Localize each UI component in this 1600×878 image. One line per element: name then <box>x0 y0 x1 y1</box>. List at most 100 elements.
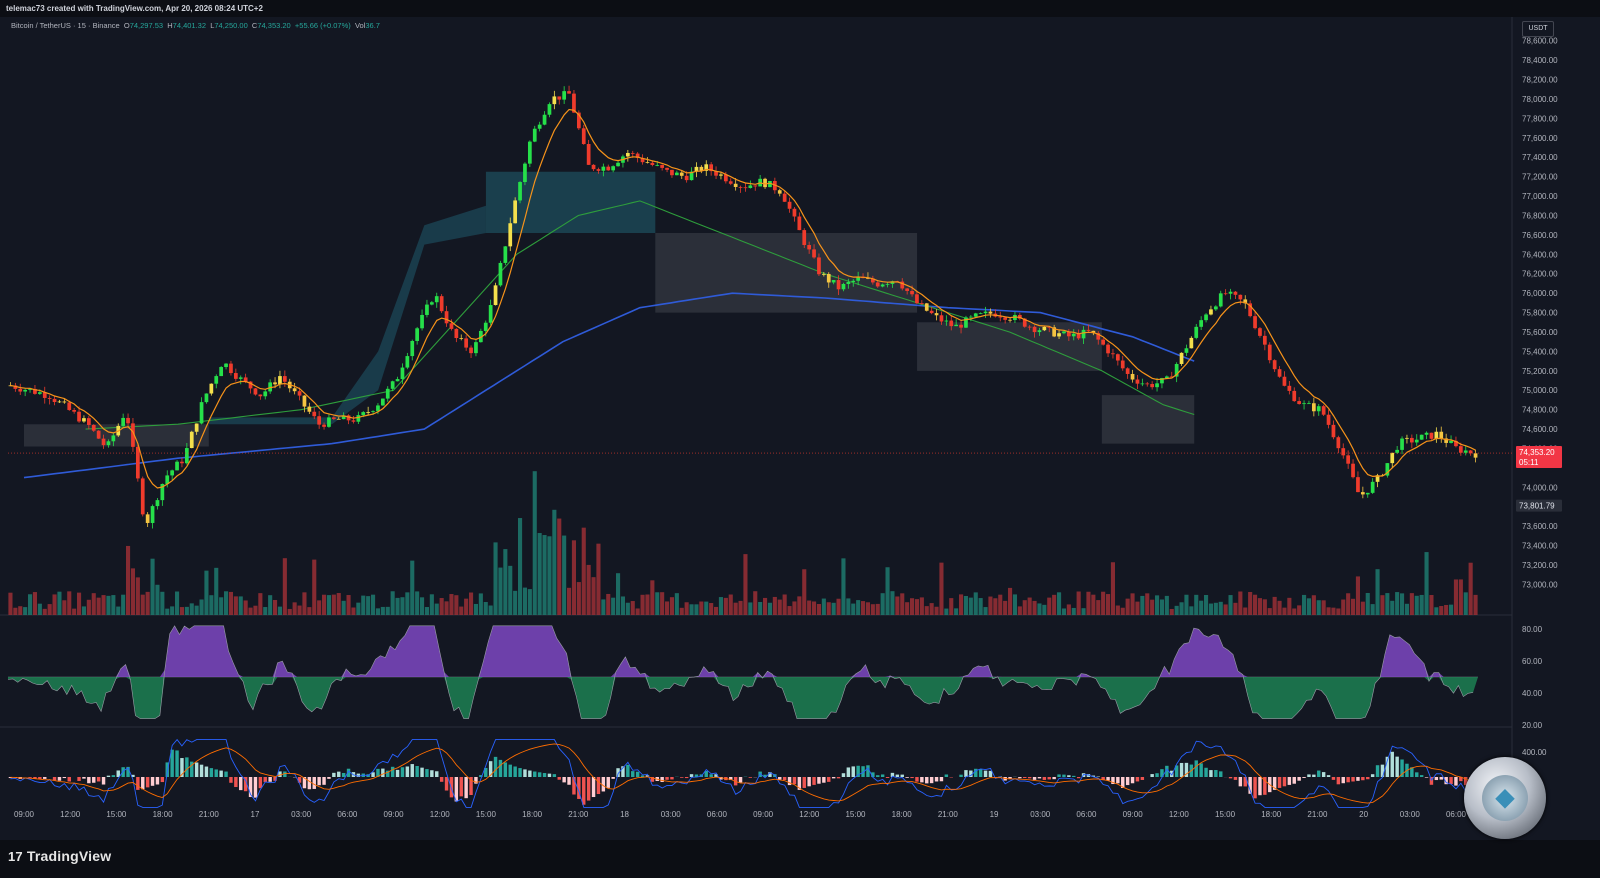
macd-histogram-bar <box>1008 777 1012 779</box>
macd-histogram-bar <box>219 770 223 777</box>
candle <box>1458 442 1463 456</box>
price-tick-label: 74,000.00 <box>1522 483 1558 492</box>
macd-histogram-bar <box>454 777 459 802</box>
candle-body <box>469 347 473 354</box>
candle-body <box>802 230 807 246</box>
legend-close-label: C <box>251 21 258 30</box>
macd-histogram-bar <box>258 777 263 789</box>
volume-bar <box>802 569 807 615</box>
candle-body <box>1463 450 1468 453</box>
candle <box>214 374 219 389</box>
candle-body <box>1022 318 1027 327</box>
candle <box>1155 377 1159 392</box>
candle <box>1463 445 1468 456</box>
candle-body <box>635 153 640 158</box>
candle-body <box>846 282 851 284</box>
volume-bar <box>914 599 919 615</box>
candle <box>885 282 890 288</box>
candle-body <box>1130 373 1135 380</box>
volume-bar <box>841 558 846 615</box>
volume-bar <box>1375 569 1380 615</box>
candle-body <box>821 273 826 275</box>
macd-histogram-bar <box>836 777 841 779</box>
legend-low: 74,250.00 <box>214 21 248 30</box>
time-axis[interactable]: 09:00 12:00 15:00 18:00 21:00 17 03:00 06:00 09:… <box>14 810 1467 819</box>
candle <box>233 368 238 382</box>
macd-histogram-bar <box>601 777 606 792</box>
candle <box>1169 371 1174 378</box>
volume-bar <box>238 596 243 615</box>
time-tick-label: 06:00 <box>337 810 358 819</box>
macd-histogram-bar <box>106 775 111 777</box>
volume-bar <box>1473 594 1478 615</box>
candle <box>694 162 699 178</box>
candles[interactable] <box>8 85 1478 529</box>
candle-body <box>371 411 375 413</box>
volume-bar <box>772 596 777 615</box>
candle-body <box>973 313 978 317</box>
candle-body <box>1458 446 1463 453</box>
candle <box>978 312 983 315</box>
volume-bar <box>606 593 611 615</box>
candle-body <box>282 376 287 382</box>
candle-body <box>126 417 130 424</box>
current-price-badge <box>1516 446 1562 469</box>
volume-bar <box>743 554 748 615</box>
candle-body <box>572 93 576 113</box>
macd-histogram-bar <box>175 750 179 777</box>
time-tick-label: 03:00 <box>1030 810 1051 819</box>
candle <box>282 370 287 387</box>
candle-body <box>351 420 356 422</box>
time-tick-label: 09:00 <box>384 810 405 819</box>
candle-body <box>851 280 856 283</box>
candle <box>135 443 140 482</box>
candle-body <box>297 391 302 396</box>
candle-body <box>1042 326 1047 331</box>
volume-bar <box>1042 604 1047 615</box>
volume-bars <box>8 471 1478 615</box>
volume-bar <box>1101 591 1106 615</box>
macd-histogram-bar <box>880 774 885 777</box>
candle <box>52 396 57 406</box>
volume-bar <box>434 603 439 615</box>
price-axis[interactable]: 78,600.00 78,400.00 78,200.00 78,000.00 77,8… <box>1516 37 1562 757</box>
trading-chart[interactable]: 78,600.00 78,400.00 78,200.00 78,000.00 77,8… <box>0 17 1600 840</box>
candle <box>429 300 434 306</box>
candle <box>959 321 963 334</box>
candle <box>1125 367 1130 379</box>
macd-histogram-bar <box>518 768 522 777</box>
volume-bar <box>532 471 537 615</box>
macd-histogram-bar <box>43 777 47 779</box>
volume-bar <box>870 604 875 615</box>
candle <box>238 375 243 385</box>
volume-bar <box>326 595 331 615</box>
candle-body <box>537 124 542 129</box>
volume-bar <box>57 591 62 615</box>
macd-histogram-bar <box>116 770 120 777</box>
price-tick-label: 73,200.00 <box>1522 561 1558 570</box>
volume-bar <box>983 607 988 615</box>
currency-button[interactable]: USDT <box>1522 21 1554 37</box>
candle <box>439 294 444 314</box>
volume-bar <box>1091 594 1096 615</box>
volume-bar <box>1336 608 1341 615</box>
candle-body <box>33 388 37 394</box>
macd-histogram-bar <box>1292 777 1296 784</box>
volume-bar <box>503 549 508 615</box>
price-tick-label: 78,000.00 <box>1522 95 1558 104</box>
macd-histogram-bar <box>101 777 106 785</box>
volume-bar <box>1434 607 1439 615</box>
macd-histogram-bar <box>381 768 385 777</box>
volume-bar <box>944 608 949 615</box>
macd-histogram-bar <box>851 766 855 777</box>
candle-body <box>591 164 596 170</box>
candle-body <box>459 337 464 339</box>
candle-body <box>1120 360 1125 369</box>
macd-histogram-bar <box>841 773 846 777</box>
tradingview-brand[interactable]: 17 TradingView <box>8 848 111 864</box>
macd-histogram-bar <box>1312 774 1316 777</box>
macd-histogram-bar <box>562 777 566 783</box>
candle-body <box>268 382 273 392</box>
candle-body <box>13 385 18 389</box>
macd-histogram-bar <box>1140 777 1145 780</box>
